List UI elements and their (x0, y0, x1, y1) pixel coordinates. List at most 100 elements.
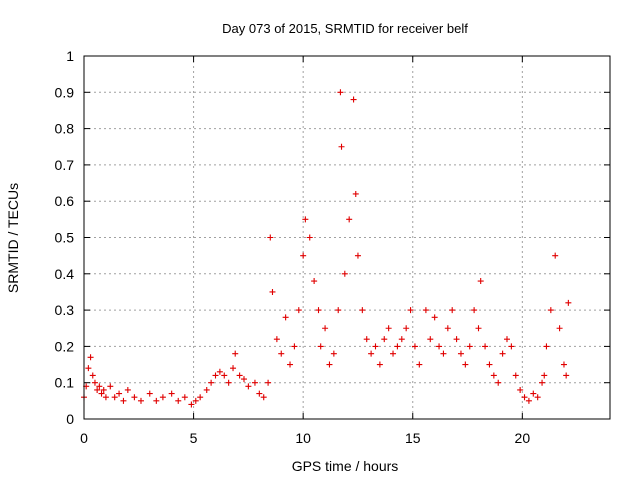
y-tick-label: 0.6 (55, 193, 75, 209)
data-point (87, 354, 94, 361)
data-point (230, 365, 237, 372)
data-point (221, 372, 228, 379)
data-point (98, 390, 105, 397)
data-point (521, 394, 528, 401)
data-point (120, 397, 127, 404)
data-point (85, 365, 92, 372)
data-point (560, 361, 567, 368)
data-point (338, 143, 345, 150)
data-point (116, 390, 123, 397)
data-point (352, 190, 359, 197)
data-point (315, 307, 322, 314)
y-tick-label: 0.2 (55, 338, 75, 354)
data-point (350, 96, 357, 103)
data-point (394, 343, 401, 350)
data-point (131, 394, 138, 401)
data-point (159, 394, 166, 401)
data-point (552, 252, 559, 259)
data-point (508, 343, 515, 350)
data-point (534, 394, 541, 401)
data-point (311, 278, 318, 285)
data-point (539, 379, 546, 386)
x-tick-label: 15 (405, 430, 421, 446)
data-point (94, 386, 101, 393)
y-tick-label: 0.8 (55, 121, 75, 137)
data-point (457, 350, 464, 357)
data-point (282, 314, 289, 321)
data-point (346, 216, 353, 223)
data-point (102, 394, 109, 401)
data-point (385, 325, 392, 332)
data-point (530, 390, 537, 397)
data-point (330, 350, 337, 357)
data-point (251, 379, 258, 386)
y-tick-label: 1 (66, 48, 74, 64)
data-point (306, 234, 313, 241)
plot-frame (83, 55, 611, 420)
data-point (563, 372, 570, 379)
data-point (326, 361, 333, 368)
data-point (146, 390, 153, 397)
data-point (363, 336, 370, 343)
data-point (543, 343, 550, 350)
data-point (137, 397, 144, 404)
data-point (436, 343, 443, 350)
data-point (565, 299, 572, 306)
data-point (444, 325, 451, 332)
data-point (381, 336, 388, 343)
data-point (181, 394, 188, 401)
x-tick-label: 5 (190, 430, 198, 446)
data-point (440, 350, 447, 357)
data-point (517, 386, 524, 393)
data-point (188, 401, 195, 408)
data-point (291, 343, 298, 350)
data-point (192, 397, 199, 404)
data-point (287, 361, 294, 368)
data-point (475, 325, 482, 332)
data-point (337, 89, 344, 96)
data-point (236, 372, 243, 379)
data-point (322, 325, 329, 332)
data-point (376, 361, 383, 368)
y-tick-label: 0.9 (55, 84, 75, 100)
data-point (153, 397, 160, 404)
data-point (354, 252, 361, 259)
data-points (81, 89, 572, 408)
data-point (232, 350, 239, 357)
data-point (225, 379, 232, 386)
y-tick-label: 0.1 (55, 375, 75, 391)
data-point (359, 307, 366, 314)
data-point (490, 372, 497, 379)
x-tick-label: 10 (295, 430, 311, 446)
data-point (398, 336, 405, 343)
data-point (431, 314, 438, 321)
data-point (208, 379, 215, 386)
x-axis-label: GPS time / hours (292, 458, 399, 474)
y-tick-label: 0 (66, 411, 74, 427)
data-point (256, 390, 263, 397)
data-point (503, 336, 510, 343)
data-point (547, 307, 554, 314)
data-point (422, 307, 429, 314)
data-point (240, 376, 247, 383)
data-point (124, 386, 131, 393)
data-point (100, 386, 107, 393)
data-point (267, 234, 274, 241)
data-point (525, 397, 532, 404)
data-point (91, 379, 98, 386)
data-point (278, 350, 285, 357)
y-axis-label: SRMTID / TECUs (5, 183, 21, 293)
data-point (245, 383, 252, 390)
data-point (300, 252, 307, 259)
data-point (295, 307, 302, 314)
y-tick-label: 0.4 (55, 266, 75, 282)
data-point (273, 336, 280, 343)
y-tick-label: 0.7 (55, 157, 75, 173)
y-tick-labels: 0 0.1 0.2 0.3 0.4 0.5 0.6 0.7 0.8 0.9 1 (55, 48, 75, 427)
data-point (427, 336, 434, 343)
x-tick-label: 20 (515, 430, 531, 446)
data-point (403, 325, 410, 332)
data-point (260, 394, 267, 401)
data-point (175, 397, 182, 404)
